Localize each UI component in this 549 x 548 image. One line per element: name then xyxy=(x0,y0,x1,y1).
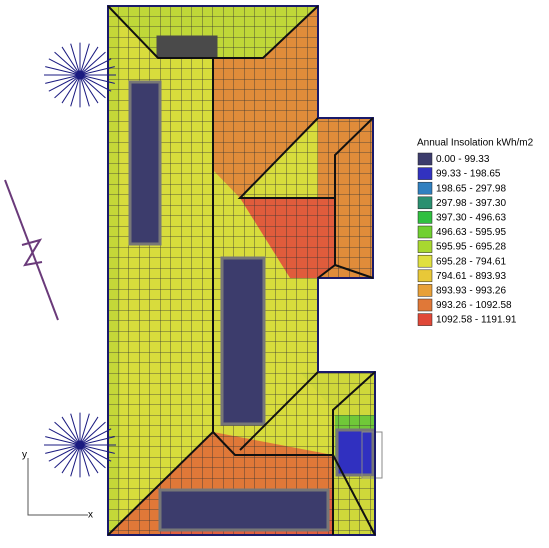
legend: 0.00 - 99.33 99.33 - 198.65 198.65 - 297.9… xyxy=(417,152,517,326)
axis-x-label: x xyxy=(88,510,93,521)
sun-ray xyxy=(48,428,81,446)
sun-ray xyxy=(70,413,81,446)
sun-center xyxy=(75,440,85,450)
legend-label: 794.61 - 893.93 xyxy=(436,271,506,282)
legend-label: 0.00 - 99.33 xyxy=(436,154,490,165)
sun-ray xyxy=(45,444,81,454)
legend-label: 198.65 - 297.98 xyxy=(436,183,506,194)
sun-ray xyxy=(70,43,81,76)
sun-ray xyxy=(70,444,81,477)
axis-y-label: y xyxy=(22,450,27,461)
sun-ray xyxy=(79,436,115,446)
sun-ray xyxy=(54,421,81,446)
legend-label: 993.26 - 1092.58 xyxy=(436,300,512,311)
sun-ray xyxy=(45,66,81,76)
sun-ray xyxy=(61,46,81,76)
sun-ray xyxy=(79,58,112,76)
sun-ray xyxy=(48,58,81,76)
legend-swatch xyxy=(417,181,433,195)
sun-ray xyxy=(79,444,106,469)
sun-ray xyxy=(79,74,112,92)
windows xyxy=(128,35,383,532)
legend-label: 99.33 - 198.65 xyxy=(436,169,501,180)
sun-ray xyxy=(54,74,81,99)
sun-ray xyxy=(79,444,112,462)
sun-ray xyxy=(79,413,90,446)
legend-title: Annual Insolation kWh/m2 xyxy=(417,138,534,149)
sun-ray xyxy=(79,74,90,107)
sun-ray xyxy=(79,51,106,76)
axes xyxy=(27,458,88,516)
sun-ray xyxy=(48,74,81,92)
legend-swatch xyxy=(417,196,433,210)
legend-label: 297.98 - 397.30 xyxy=(436,198,506,209)
sun-ray xyxy=(54,444,81,469)
sun-ray xyxy=(79,74,99,104)
sun-ray xyxy=(79,416,99,446)
legend-label: 893.93 - 993.26 xyxy=(436,286,506,297)
legend-label: 397.30 - 496.63 xyxy=(436,213,506,224)
sun-center xyxy=(75,70,85,80)
sun-ray xyxy=(79,444,115,454)
legend-swatch xyxy=(417,284,433,297)
legend-swatch xyxy=(417,211,433,224)
legend-label: 1092.58 - 1191.91 xyxy=(436,315,517,326)
sun-ray xyxy=(61,74,81,104)
legend-swatch xyxy=(417,254,433,268)
legend-swatch xyxy=(417,240,433,253)
sun-ray xyxy=(79,444,90,477)
sun-ray xyxy=(79,66,115,76)
sun-path xyxy=(44,42,116,478)
legend-swatch xyxy=(417,152,433,166)
legend-swatch xyxy=(417,167,433,180)
north-arrow xyxy=(4,179,59,321)
sun-ray xyxy=(79,74,106,99)
legend-swatch xyxy=(417,298,433,312)
sun-ray xyxy=(45,74,81,84)
sun-ray xyxy=(54,51,81,76)
sun-ray xyxy=(70,74,81,107)
sun-ray xyxy=(79,421,106,446)
legend-swatch xyxy=(417,225,433,239)
legend-label: 496.63 - 595.95 xyxy=(436,227,506,238)
sun-ray xyxy=(79,444,99,474)
sun-ray xyxy=(79,43,90,76)
legend-swatch xyxy=(417,269,433,283)
legend-swatch xyxy=(417,313,433,326)
legend-label: 695.28 - 794.61 xyxy=(436,256,506,267)
sun-ray xyxy=(79,74,115,84)
sun-ray xyxy=(79,428,112,446)
sun-ray xyxy=(61,444,81,474)
roof-edges xyxy=(107,5,376,536)
sun-ray xyxy=(79,46,99,76)
sun-ray xyxy=(45,436,81,446)
sun-ray xyxy=(61,416,81,446)
legend-label: 595.95 - 695.28 xyxy=(436,242,506,253)
sun-ray xyxy=(48,444,81,462)
